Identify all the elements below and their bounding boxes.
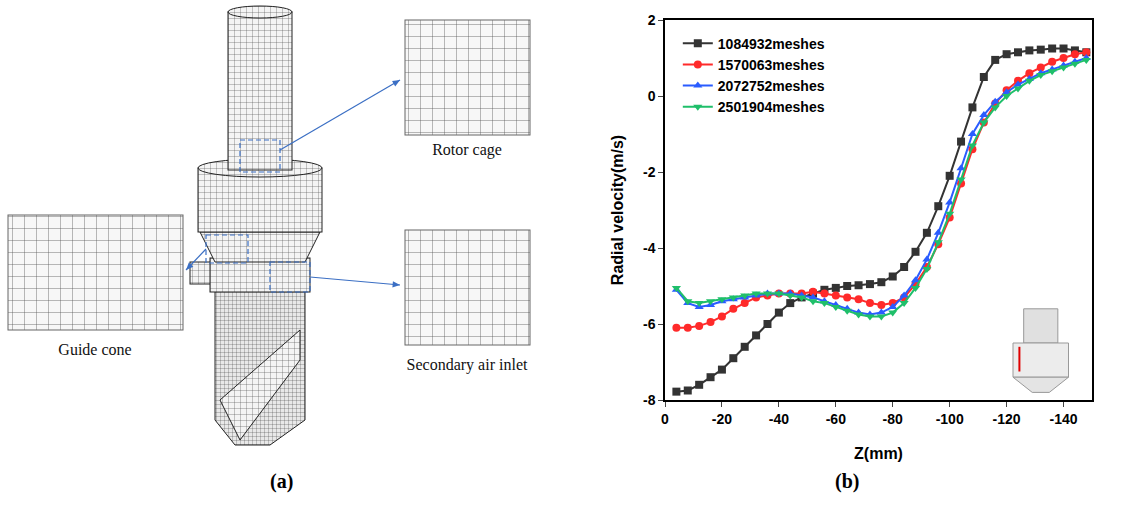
svg-text:-140: -140 [1050, 411, 1078, 427]
svg-text:Secondary air inlet: Secondary air inlet [407, 356, 528, 374]
svg-text:2501904meshes: 2501904meshes [718, 99, 825, 115]
svg-text:Rotor cage: Rotor cage [432, 141, 502, 159]
svg-text:-80: -80 [883, 411, 903, 427]
svg-text:0: 0 [661, 411, 669, 427]
svg-text:-4: -4 [643, 240, 656, 256]
html-text:(a): (a) [270, 470, 294, 492]
svg-text:2: 2 [648, 12, 656, 28]
svg-text:-100: -100 [936, 411, 964, 427]
svg-text:1570063meshes: 1570063meshes [718, 57, 825, 73]
svg-text:-20: -20 [712, 411, 732, 427]
svg-text:Radial velocity(m/s): Radial velocity(m/s) [609, 135, 626, 285]
svg-text:1084932meshes: 1084932meshes [718, 36, 825, 52]
html-text:(b): (b) [835, 470, 860, 492]
svg-text:0: 0 [648, 88, 656, 104]
svg-text:Guide cone: Guide cone [58, 341, 131, 358]
svg-text:2072752meshes: 2072752meshes [718, 78, 825, 94]
svg-text:-8: -8 [643, 392, 656, 408]
svg-text:-2: -2 [643, 164, 656, 180]
svg-text:Z(mm): Z(mm) [854, 445, 903, 462]
svg-text:-60: -60 [826, 411, 846, 427]
svg-text:-40: -40 [769, 411, 789, 427]
svg-text:-120: -120 [993, 411, 1021, 427]
svg-text:-6: -6 [643, 316, 656, 332]
